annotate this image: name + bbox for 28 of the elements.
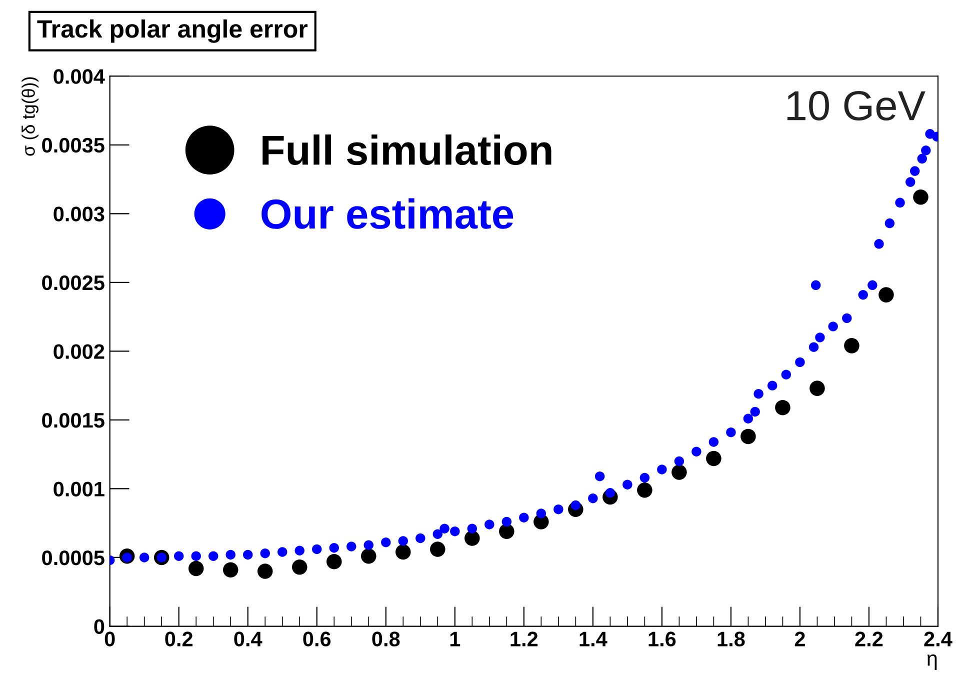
y-tick-label: 0.0025 <box>42 275 104 290</box>
x-tick-label: 2 <box>794 632 805 646</box>
x-tick-label: 1.2 <box>510 632 538 646</box>
y-tick-label: 0.001 <box>54 482 104 496</box>
y-tick-label: 0.0035 <box>42 138 104 153</box>
x-tick-label: 1.4 <box>580 632 608 646</box>
y-tick-label: 0 <box>94 619 104 634</box>
legend-label: Our estimate <box>262 198 514 229</box>
y-axis-title: σ (δ tg(θ)) <box>22 77 38 156</box>
x-tick-label: 0 <box>104 632 115 646</box>
x-tick-label: 1.6 <box>648 632 676 646</box>
annotation: 10 GeV <box>787 90 926 120</box>
x-tick-label: 1.8 <box>718 632 745 646</box>
x-tick-label: 0.8 <box>372 632 400 646</box>
x-tick-label: 2.4 <box>924 632 952 646</box>
x-tick-label: 0.4 <box>234 632 262 646</box>
x-tick-label: 0.6 <box>303 632 331 646</box>
chart-title: Track polar angle error <box>37 19 308 43</box>
y-tick-label: 0.002 <box>54 344 104 359</box>
y-tick-label: 0.0015 <box>42 412 104 428</box>
x-axis-title: η <box>927 654 937 670</box>
y-tick-label: 0.003 <box>54 206 104 222</box>
x-tick-label: 2.2 <box>855 632 883 646</box>
y-tick-label: 0.004 <box>54 69 105 84</box>
x-tick-label: 1 <box>450 632 460 646</box>
legend-label: Full simulation <box>262 134 552 166</box>
y-tick-label: 0.0005 <box>42 550 104 566</box>
x-tick-label: 0.2 <box>165 632 192 646</box>
